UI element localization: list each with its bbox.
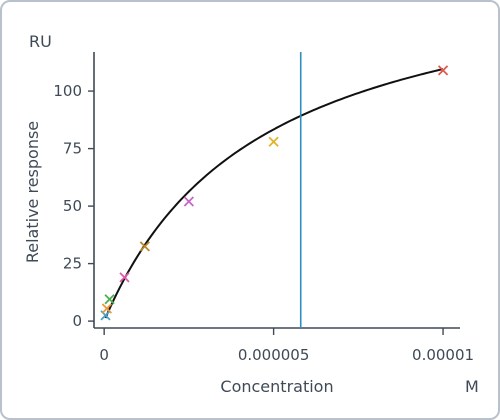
data-point-stroke: [100, 310, 111, 321]
y-tick-label: 0: [72, 312, 82, 330]
data-point-stroke: [268, 136, 279, 147]
data-point-stroke: [119, 272, 130, 283]
y-tick-label: 25: [63, 255, 82, 273]
y-unit-label: RU: [29, 32, 52, 51]
data-point: [139, 241, 150, 252]
y-tick-label: 100: [53, 82, 82, 100]
data-point-stroke: [104, 294, 115, 305]
data-point-stroke: [437, 65, 449, 76]
fit-curve-group: [104, 68, 444, 319]
fit-curve: [104, 68, 444, 319]
ticks: 0 25 50 75 100 0 0.000005 0.00001: [53, 82, 474, 364]
data-point-stroke: [183, 196, 195, 207]
data-points: [100, 65, 449, 321]
axes: [93, 52, 460, 329]
x-tick-label: 0: [99, 346, 109, 364]
y-tick-label: 75: [63, 140, 82, 158]
data-point: [437, 65, 449, 76]
x-unit-label: M: [465, 377, 479, 396]
x-tick-label: 0.000005: [238, 346, 310, 364]
y-axis-title: Relative response: [23, 121, 42, 263]
data-point-stroke: [101, 303, 113, 314]
data-point: [183, 196, 195, 207]
x-axis-title: Concentration: [220, 377, 333, 396]
data-point-stroke: [139, 241, 150, 252]
data-point: [101, 303, 113, 314]
data-point: [119, 272, 130, 283]
y-tick-label: 50: [63, 197, 82, 215]
x-tick-label: 0.00001: [412, 346, 474, 364]
data-point: [268, 136, 279, 147]
data-point: [104, 294, 115, 305]
